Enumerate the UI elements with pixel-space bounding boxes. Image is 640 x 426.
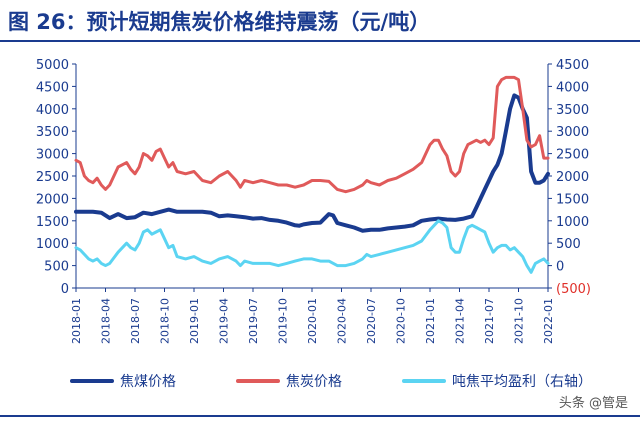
x-tick-label: 2021-10 <box>513 298 526 344</box>
y-left-tick-label: 3500 <box>36 125 69 140</box>
legend-label-3: 吨焦平均盈利（右轴） <box>452 374 592 390</box>
y-right-tick-label: 1000 <box>556 215 589 230</box>
y-left-tick-label: 1500 <box>36 215 69 230</box>
y-left-tick-label: 1000 <box>36 237 69 252</box>
y-left-tick-label: 2000 <box>36 192 69 207</box>
chart-container: 0 500 1000 1500 2000 2500 3000 3500 4000 4500 5000… <box>0 44 640 422</box>
title-bar: 图 26：预计短期焦炭价格维持震荡（元/吨） <box>0 0 640 42</box>
x-tick-label: 2021-04 <box>454 298 467 344</box>
title-divider <box>0 40 640 42</box>
x-tick-label: 2019-04 <box>218 298 231 344</box>
y-left-tick-label: 5000 <box>36 58 69 73</box>
line-chart: 0500100015002000250030003500400045005000… <box>36 58 592 390</box>
x-tick-label: 2021-07 <box>483 298 496 344</box>
page-title: 图 26：预计短期焦炭价格维持震荡（元/吨） <box>8 10 431 34</box>
bottom-divider <box>0 415 640 417</box>
y-right-tick-label: 2500 <box>556 148 589 163</box>
y-right-tick-label: 2000 <box>556 170 589 185</box>
x-tick-label: 2020-10 <box>395 298 408 344</box>
x-tick-label: 2018-07 <box>129 298 142 344</box>
y-right-tick-label: 1500 <box>556 192 589 207</box>
x-tick-label: 2020-07 <box>365 298 378 344</box>
y-left-tick-label: 500 <box>44 260 69 275</box>
x-tick-label: 2022-01 <box>542 298 555 344</box>
y-left-tick-label: 0 <box>61 282 69 297</box>
legend-label-1: 焦煤价格 <box>120 374 176 390</box>
y-left-tick-label: 2500 <box>36 170 69 185</box>
y-right-tick-label: 4000 <box>556 80 589 95</box>
x-tick-label: 2018-01 <box>70 298 83 344</box>
x-tick-label: 2020-01 <box>306 298 319 344</box>
watermark: 头条 @管是 <box>559 392 628 411</box>
series-line-2 <box>74 75 550 194</box>
legend-label-2: 焦炭价格 <box>286 374 342 390</box>
y-left-tick-label: 4500 <box>36 80 69 95</box>
y-right-tick-label: 3000 <box>556 125 589 140</box>
x-tick-label: 2019-10 <box>277 298 290 344</box>
x-tick-label: 2018-04 <box>100 298 113 344</box>
y-left-tick-label: 4000 <box>36 103 69 118</box>
watermark-text: 头条 @管是 <box>558 396 628 411</box>
y-right-tick-label: 3500 <box>556 103 589 118</box>
y-left-tick-label: 3000 <box>36 148 69 163</box>
series-line-1 <box>74 93 550 233</box>
x-tick-label: 2020-04 <box>336 298 349 344</box>
y-right-tick-label: 0 <box>556 260 564 275</box>
y-right-tick-label: (500) <box>556 282 591 297</box>
y-right-tick-label: 4500 <box>556 58 589 73</box>
x-tick-label: 2021-01 <box>424 298 437 344</box>
x-tick-label: 2019-01 <box>188 298 201 344</box>
x-tick-label: 2018-10 <box>159 298 172 344</box>
series-line-3 <box>74 219 550 274</box>
x-tick-label: 2019-07 <box>247 298 260 344</box>
y-right-tick-label: 500 <box>556 237 581 252</box>
